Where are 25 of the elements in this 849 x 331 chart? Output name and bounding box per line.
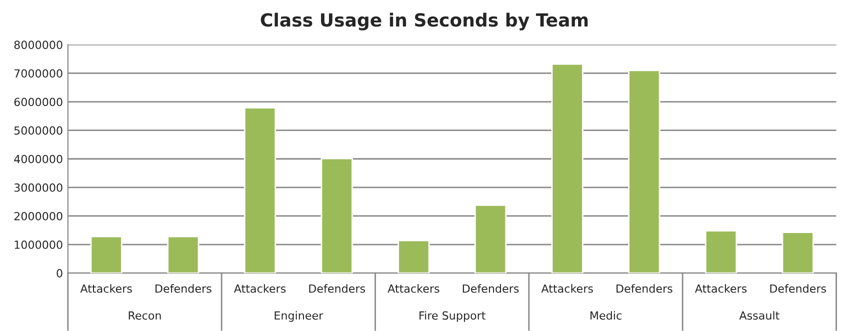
x-tick-label: Defenders [309,284,366,293]
text: Fire Support [420,311,486,322]
x-tick-label: Attackers [541,284,593,293]
text: Engineer [274,311,324,322]
x-tick-label: Attackers [80,284,132,293]
chart-title: Class Usage in Seconds by Team [260,12,588,30]
y-tick-label: 2000000 [14,212,62,220]
x-tick-label: Defenders [770,284,826,293]
text: Medic [590,311,622,320]
y-tick-label: 4000000 [14,154,62,164]
x-tick-label: Attackers [694,284,747,293]
x-tick-label: Attackers [388,284,440,293]
y-tick-label: 7000000 [14,69,62,78]
text: Assault [739,311,780,320]
y-tick-label: 0 [56,269,62,278]
y-tick-label: 5000000 [14,126,62,135]
y-tick-label: 3000000 [14,183,62,192]
y-tick-label: 6000000 [14,98,62,106]
x-tick-label: Defenders [462,284,519,293]
text: Recon [128,311,161,320]
y-tick-label: 1000000 [14,240,62,249]
y-tick-label: 8000000 [14,40,62,50]
x-tick-label: Attackers [234,284,286,293]
x-tick-label: Defenders [156,284,212,293]
x-tick-label: Defenders [616,284,672,293]
